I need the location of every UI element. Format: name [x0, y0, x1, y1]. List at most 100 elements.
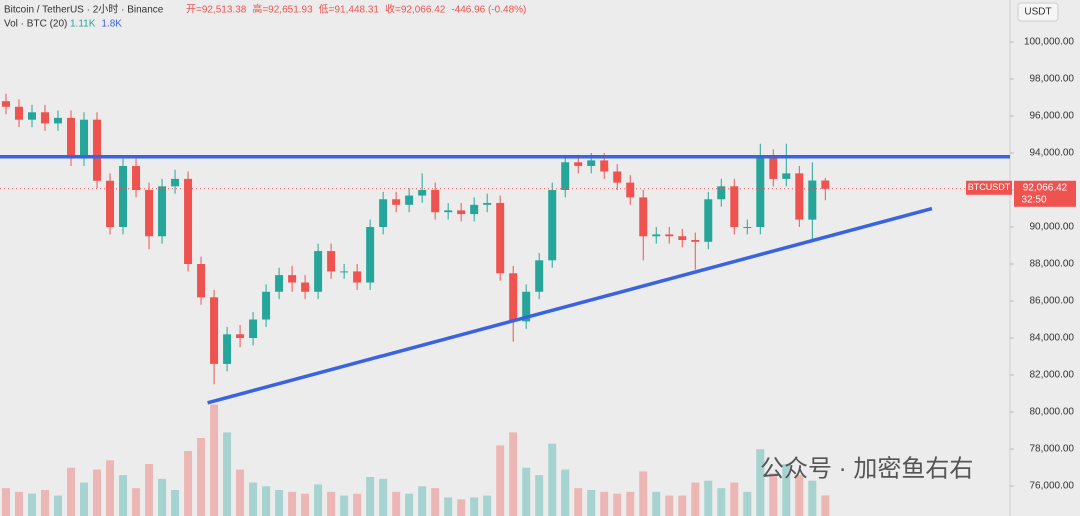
- volume-bar: [704, 480, 713, 516]
- volume-bar: [353, 493, 362, 516]
- candle-body: [40, 112, 49, 124]
- volume-bar: [795, 475, 804, 516]
- volume-bar: [184, 451, 193, 516]
- candle-body: [548, 190, 557, 261]
- volume-bar: [821, 495, 830, 516]
- candle-body: [171, 178, 180, 187]
- candle-body: [496, 202, 505, 274]
- volume-bar: [730, 482, 739, 516]
- candle-body: [717, 186, 726, 200]
- volume-bar: [743, 491, 752, 516]
- y-tick-label: 88,000.00: [1030, 259, 1075, 270]
- candle-body: [106, 180, 115, 228]
- volume-bar: [236, 469, 245, 516]
- volume-bar: [509, 432, 518, 516]
- candle-body: [743, 227, 752, 229]
- volume-bar: [587, 490, 596, 516]
- candle-body: [80, 119, 89, 159]
- y-tick-label: 96,000.00: [1030, 111, 1075, 122]
- volume-bar: [665, 495, 674, 516]
- volume-bar: [366, 477, 375, 516]
- volume-bar: [171, 490, 180, 516]
- currency: USDT: [1024, 7, 1051, 18]
- volume-bar: [561, 469, 570, 516]
- y-tick-label: 84,000.00: [1030, 333, 1075, 344]
- header-value: 收=92,066.42: [385, 3, 446, 16]
- candle-body: [613, 171, 622, 183]
- volume-bar: [223, 432, 232, 516]
- candle-body: [54, 117, 63, 124]
- candle-body: [236, 334, 245, 339]
- candle-body: [431, 190, 440, 213]
- candle-body: [483, 202, 492, 205]
- candle-body: [665, 234, 674, 237]
- candle-body: [457, 210, 466, 215]
- volume-bar: [327, 491, 336, 516]
- symbol-tag: [966, 180, 1012, 195]
- countdown: 32:50: [1021, 194, 1046, 205]
- candle-body: [197, 264, 206, 298]
- candle-body: [626, 182, 635, 198]
- candle-body: [405, 195, 414, 205]
- volume-bar: [275, 490, 284, 516]
- candle-body: [821, 180, 830, 189]
- candle-body: [366, 227, 375, 283]
- volume-bar: [197, 438, 206, 516]
- y-tick-label: 82,000.00: [1030, 370, 1075, 381]
- currency-box: [1017, 2, 1059, 22]
- volume-bar: [652, 491, 661, 516]
- candle-body: [418, 190, 427, 196]
- candle-body: [795, 173, 804, 220]
- candle-body: [379, 199, 388, 228]
- candle-body: [600, 160, 609, 172]
- plot: [0, 93, 1010, 516]
- candle-body: [522, 291, 531, 322]
- volume-bar: [340, 495, 349, 516]
- volume-bar: [717, 488, 726, 516]
- candle-body: [158, 186, 167, 237]
- candle-body: [262, 291, 271, 320]
- volume-value: 1.8K: [101, 19, 122, 30]
- header-value: -446.96 (-0.48%): [451, 5, 526, 16]
- volume-bar: [678, 495, 687, 516]
- volume-bar: [574, 488, 583, 516]
- y-tick-label: 90,000.00: [1030, 222, 1075, 233]
- candle-body: [132, 165, 141, 191]
- volume-bar: [249, 482, 258, 516]
- volume-bar: [210, 404, 219, 516]
- volume-bar: [119, 475, 128, 516]
- volume-bar: [54, 495, 63, 516]
- candle-body: [561, 162, 570, 191]
- volume-bar: [548, 443, 557, 516]
- watermark: 公众号 · 加密鱼右右: [760, 455, 973, 482]
- candle-body: [652, 234, 661, 237]
- candle-body: [210, 297, 219, 364]
- volume-bar: [301, 493, 310, 516]
- candle-body: [639, 197, 648, 237]
- volume-bar: [756, 449, 765, 516]
- volume-value: 1.11K: [70, 19, 96, 30]
- candle-body: [340, 271, 349, 273]
- candle-body: [730, 186, 739, 228]
- candle-body: [1, 101, 10, 107]
- candle-body: [27, 112, 36, 120]
- chart-title: Bitcoin / TetherUS · 2小时 · Binance: [4, 4, 164, 16]
- volume-bar: [782, 464, 791, 516]
- price-tag: [1014, 180, 1076, 207]
- last-price: 92,066.42: [1023, 182, 1068, 193]
- volume-bar: [600, 491, 609, 516]
- candle-body: [327, 251, 336, 272]
- volume-bar: [405, 493, 414, 516]
- candle-body: [119, 165, 128, 228]
- volume-bar: [808, 480, 817, 516]
- volume-bar: [1, 488, 10, 516]
- candle-body: [509, 273, 518, 322]
- volume-bar: [262, 486, 271, 516]
- volume-bar: [80, 482, 89, 516]
- volume-bar: [535, 475, 544, 516]
- candle-body: [808, 180, 817, 220]
- candle-body: [704, 199, 713, 242]
- candle-body: [93, 119, 102, 181]
- candle-body: [301, 282, 310, 292]
- volume-bar: [444, 497, 453, 516]
